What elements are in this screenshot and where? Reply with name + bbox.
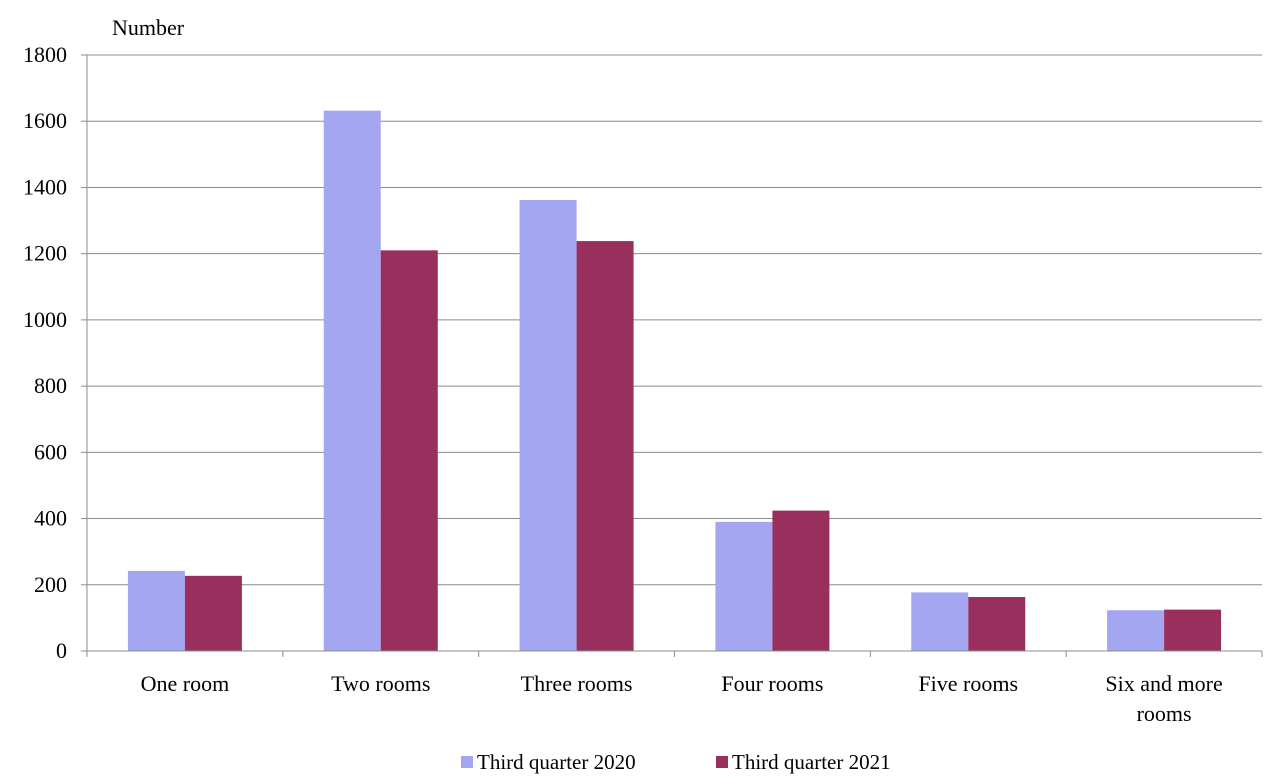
- x-tick-label-line: Six and more: [1105, 671, 1222, 696]
- y-tick-label: 400: [34, 506, 67, 531]
- legend-label-q3-2020: Third quarter 2020: [477, 750, 636, 774]
- bar-q3-2020-category-3: [715, 521, 773, 651]
- legend-label-q3-2021: Third quarter 2021: [732, 750, 891, 774]
- bar-q3-2021-category-5: [1164, 609, 1222, 651]
- x-tick-label: One room: [141, 671, 230, 696]
- y-tick-label: 200: [34, 572, 67, 597]
- bar-q3-2020-category-0: [127, 570, 185, 651]
- bar-q3-2021-category-0: [184, 575, 242, 651]
- gridlines: [81, 54, 1262, 652]
- y-axis-tick-labels: 0 200 400 600 800 1000 1200 1400 1600 1800: [23, 42, 67, 663]
- x-tick-label: Three rooms: [521, 671, 633, 696]
- legend-swatch-q3-2020: [461, 756, 473, 768]
- y-axis-unit-label: Number: [112, 15, 185, 40]
- bar-q3-2021-category-2: [576, 241, 634, 651]
- bar-q3-2021-category-3: [772, 510, 830, 651]
- y-tick-label: 600: [34, 439, 67, 464]
- x-tick-label-line: Five rooms: [918, 671, 1018, 696]
- bar-q3-2020-category-2: [519, 200, 577, 651]
- bar-q3-2021-category-1: [380, 250, 438, 651]
- x-tick-label: Four rooms: [721, 671, 823, 696]
- bar-q3-2020-category-1: [323, 110, 381, 652]
- y-tick-label: 1200: [23, 241, 67, 266]
- x-tick-label: Five rooms: [918, 671, 1018, 696]
- bars: [127, 110, 1222, 652]
- y-tick-label: 1400: [23, 174, 67, 199]
- x-axis-tick-labels: One room Two rooms Three rooms Four rooms Fi…: [141, 671, 1223, 726]
- y-tick-label: 0: [56, 638, 67, 663]
- x-tick-label: Two rooms: [331, 671, 430, 696]
- x-tick-label-line: Four rooms: [721, 671, 823, 696]
- x-tick-label: Six and more rooms: [1105, 671, 1222, 726]
- y-tick-label: 1800: [23, 42, 67, 67]
- x-tick-label-line: Three rooms: [521, 671, 633, 696]
- legend-swatch-q3-2021: [716, 756, 728, 768]
- legend: Third quarter 2020 Third quarter 2021: [461, 750, 891, 774]
- y-tick-label: 800: [34, 373, 67, 398]
- x-tick-label-line: rooms: [1137, 701, 1192, 726]
- bar-q3-2021-category-4: [968, 597, 1026, 651]
- bar-q3-2020-category-4: [911, 592, 969, 651]
- y-tick-label: 1000: [23, 307, 67, 332]
- x-tick-label-line: One room: [141, 671, 230, 696]
- y-tick-label: 1600: [23, 108, 67, 133]
- bar-q3-2020-category-5: [1107, 610, 1165, 651]
- axes: [86, 55, 1263, 657]
- x-tick-label-line: Two rooms: [331, 671, 430, 696]
